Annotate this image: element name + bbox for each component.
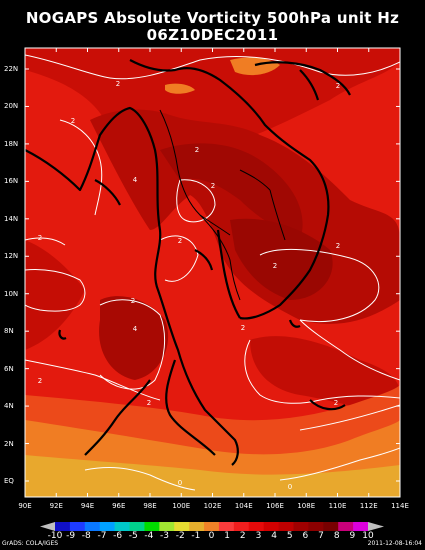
- longitude-label: 102E: [203, 502, 222, 510]
- colorbar-swatch: [99, 522, 116, 531]
- longitude-label: 96E: [112, 502, 126, 510]
- longitude-label: 100E: [172, 502, 191, 510]
- latitude-label: 4N: [4, 402, 14, 411]
- longitude-label: 110E: [328, 502, 347, 510]
- colorbar-right-arrow: [368, 522, 384, 531]
- contour-label: 2: [178, 237, 182, 245]
- contour-label: 2: [273, 262, 277, 270]
- shaded-field: [25, 48, 400, 497]
- colorbar-label: 4: [271, 531, 277, 541]
- latitude-label: 6N: [4, 364, 14, 373]
- contour-label: 2: [241, 324, 245, 332]
- latitude-label: 8N: [4, 327, 14, 336]
- colorbar-swatch: [69, 522, 86, 531]
- colorbar-swatch: [84, 522, 101, 531]
- latitude-label: 12N: [4, 252, 19, 261]
- contour-labels: 2 2 2 4 2 2 2 2 2 2 2 4 2 2 2 2 0 0: [38, 80, 340, 491]
- contour-label: 4: [133, 176, 138, 184]
- colorbar-label: -4: [144, 531, 154, 541]
- colorbar-swatch: [338, 522, 354, 531]
- contour-label: 2: [336, 82, 340, 90]
- latitude-label: 2N: [4, 439, 14, 448]
- borders: [159, 109, 286, 301]
- latitude-label: EQ: [4, 477, 14, 485]
- latitude-label: 18N: [4, 139, 19, 148]
- latitude-label: 20N: [4, 102, 19, 111]
- contour-label: 2: [336, 242, 340, 250]
- colorbar-label: 9: [349, 531, 356, 541]
- contour-label: 2: [147, 399, 151, 407]
- colorbar-label: -3: [160, 531, 170, 541]
- colorbar-swatch: [129, 522, 145, 531]
- colorbar-label: -8: [81, 531, 91, 541]
- latitude-label: 14N: [4, 214, 19, 223]
- map-title: NOGAPS Absolute Vorticity 500hPa unit Hz: [25, 9, 400, 27]
- colorbar-label: 6: [302, 531, 309, 541]
- colorbar: [40, 522, 384, 531]
- colorbar-label: 3: [255, 531, 262, 541]
- contour-label: 2: [334, 399, 338, 407]
- colorbar-label: -1: [191, 531, 201, 541]
- colorbar-swatch: [114, 522, 131, 531]
- longitude-label: 90E: [18, 502, 32, 510]
- colorbar-label: -2: [175, 531, 185, 541]
- longitude-label: 108E: [297, 502, 316, 510]
- contour-label: 2: [211, 182, 215, 190]
- colorbar-label: -10: [47, 531, 63, 541]
- contour-label: 2: [131, 297, 135, 305]
- colorbar-label: 5: [286, 531, 293, 541]
- contour-label: 4: [133, 325, 138, 333]
- colorbar-swatch: [174, 522, 190, 531]
- longitude-label: 94E: [80, 502, 95, 510]
- longitude-label: 92E: [49, 502, 63, 510]
- colorbar-swatch: [159, 522, 175, 531]
- colorbar-left-arrow: [40, 522, 55, 531]
- contour-label: 2: [195, 146, 199, 154]
- credit-text: GrADS: COLA/IGES: [2, 540, 59, 547]
- contour-label: 2: [71, 117, 75, 125]
- colorbar-label: -6: [113, 531, 123, 541]
- longitude-label: 114E: [391, 502, 409, 510]
- colorbar-label: 10: [362, 531, 374, 541]
- colorbar-swatch: [144, 522, 160, 531]
- colorbar-label: -7: [97, 531, 107, 541]
- colorbar-swatch: [353, 522, 369, 531]
- contour-label: 0: [178, 479, 182, 487]
- colorbar-label: 0: [208, 531, 215, 541]
- contour-lines: [25, 54, 400, 491]
- contour-label: 2: [116, 80, 120, 88]
- longitude-label: 112E: [359, 502, 378, 510]
- colorbar-label: 2: [239, 531, 246, 541]
- colorbar-label: -9: [66, 531, 76, 541]
- colorbar-swatch: [293, 522, 309, 531]
- longitude-label: 98E: [143, 502, 157, 510]
- contour-label: 2: [38, 377, 42, 385]
- colorbar-swatch: [323, 522, 339, 531]
- latitude-label: 22N: [4, 65, 19, 73]
- longitude-label: 104E: [234, 502, 253, 510]
- colorbar-label: 7: [318, 531, 324, 541]
- colorbar-label: 1: [224, 531, 231, 541]
- colorbar-swatch: [263, 522, 280, 531]
- colorbar-swatch: [189, 522, 205, 531]
- latitude-label: 10N: [4, 289, 19, 298]
- colorbar-swatch: [218, 522, 235, 531]
- timestamp-text: 2011-12-08-16:04: [367, 540, 422, 547]
- coastlines: [25, 59, 351, 466]
- contour-label: 2: [38, 234, 42, 242]
- colorbar-swatch: [233, 522, 250, 531]
- colorbar-swatch: [55, 522, 71, 531]
- colorbar-swatch: [278, 522, 294, 531]
- colorbar-swatch: [248, 522, 265, 531]
- colorbar-label: -5: [128, 531, 138, 541]
- longitude-label: 106E: [266, 502, 284, 510]
- tick-marks: [24, 48, 401, 497]
- contour-label: 0: [288, 483, 292, 491]
- colorbar-label: 8: [333, 531, 340, 541]
- latitude-label: 16N: [4, 177, 19, 186]
- map-subtitle: 06Z10DEC2011: [146, 26, 279, 44]
- colorbar-swatch: [308, 522, 324, 531]
- colorbar-swatch: [204, 522, 220, 531]
